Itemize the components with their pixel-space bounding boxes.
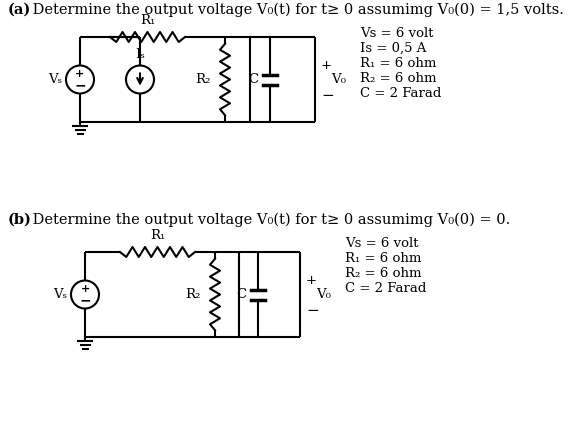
Text: Vₛ: Vₛ bbox=[53, 288, 67, 301]
Text: C = 2 Farad: C = 2 Farad bbox=[345, 282, 426, 295]
Text: V₀: V₀ bbox=[331, 73, 346, 86]
Text: V₀: V₀ bbox=[316, 288, 331, 301]
Text: (b): (b) bbox=[8, 213, 32, 227]
Text: C = 2 Farad: C = 2 Farad bbox=[360, 87, 442, 100]
Text: +: + bbox=[81, 284, 90, 294]
Text: Vs = 6 volt: Vs = 6 volt bbox=[345, 237, 419, 250]
Text: R₂: R₂ bbox=[186, 288, 201, 301]
Text: +: + bbox=[321, 59, 332, 72]
Text: R₁: R₁ bbox=[150, 229, 165, 242]
Text: R₂ = 6 ohm: R₂ = 6 ohm bbox=[345, 267, 422, 280]
Text: +: + bbox=[306, 274, 317, 287]
Text: C: C bbox=[248, 73, 258, 86]
Text: Vs = 6 volt: Vs = 6 volt bbox=[360, 27, 434, 40]
Text: (a): (a) bbox=[8, 3, 31, 17]
Text: R₂: R₂ bbox=[196, 73, 211, 86]
Text: −: − bbox=[79, 293, 91, 307]
Text: R₁: R₁ bbox=[140, 14, 155, 27]
Text: R₁ = 6 ohm: R₁ = 6 ohm bbox=[345, 252, 422, 265]
Text: Determine the output voltage V₀(t) for t≥ 0 assumimg V₀(0) = 1,5 volts.: Determine the output voltage V₀(t) for t… bbox=[28, 3, 564, 17]
Text: −: − bbox=[74, 78, 86, 92]
Text: −: − bbox=[321, 88, 333, 103]
Text: C: C bbox=[236, 288, 246, 301]
Text: R₂ = 6 ohm: R₂ = 6 ohm bbox=[360, 72, 436, 85]
Text: Iₛ: Iₛ bbox=[135, 49, 145, 62]
Text: +: + bbox=[76, 69, 85, 79]
Text: Is = 0,5 A: Is = 0,5 A bbox=[360, 42, 426, 55]
Text: Determine the output voltage V₀(t) for t≥ 0 assumimg V₀(0) = 0.: Determine the output voltage V₀(t) for t… bbox=[28, 213, 510, 228]
Text: −: − bbox=[306, 303, 319, 318]
Text: R₁ = 6 ohm: R₁ = 6 ohm bbox=[360, 57, 436, 70]
Text: Vₛ: Vₛ bbox=[48, 73, 62, 86]
